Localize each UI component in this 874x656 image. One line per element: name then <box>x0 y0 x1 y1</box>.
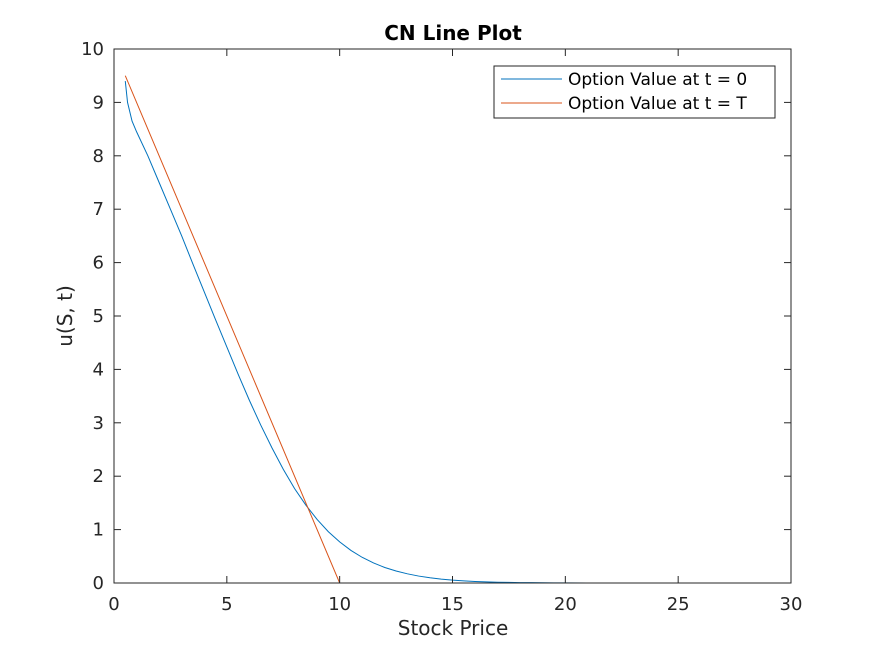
x-tick-label: 10 <box>328 594 351 615</box>
y-tick-label: 1 <box>93 520 104 541</box>
plot-area <box>114 49 791 583</box>
y-tick-label: 7 <box>93 199 104 220</box>
axes-layer: 0 5 10 15 20 25 30 0 1 2 3 4 5 6 7 8 9 10 <box>81 39 802 615</box>
plot-border <box>113 48 792 584</box>
y-axis-label: u(S, t) <box>53 285 77 347</box>
y-tick-label: 4 <box>93 359 104 380</box>
y-tick-label: 5 <box>93 306 104 327</box>
x-tick-label: 15 <box>441 594 464 615</box>
x-tick-label: 25 <box>667 594 690 615</box>
x-tick-label: 30 <box>780 594 803 615</box>
legend-box <box>493 65 776 119</box>
y-tick-label: 10 <box>81 39 104 60</box>
y-tick-label: 8 <box>93 146 104 167</box>
legend-entry-t0: Option Value at t = 0 <box>568 70 747 90</box>
x-tick-label: 5 <box>221 594 232 615</box>
x-axis-label: Stock Price <box>398 616 509 640</box>
y-tick-label: 0 <box>93 573 104 594</box>
y-tick-label: 2 <box>93 466 104 487</box>
x-tick-label: 0 <box>108 594 119 615</box>
y-tick-label: 6 <box>93 253 104 274</box>
x-tick-label: 20 <box>554 594 577 615</box>
chart-title: CN Line Plot <box>384 21 522 45</box>
legend-entry-tT: Option Value at t = T <box>568 94 747 114</box>
y-tick-label: 9 <box>93 92 104 113</box>
legend: Option Value at t = 0 Option Value at t … <box>493 65 776 119</box>
y-tick-label: 3 <box>93 413 104 434</box>
